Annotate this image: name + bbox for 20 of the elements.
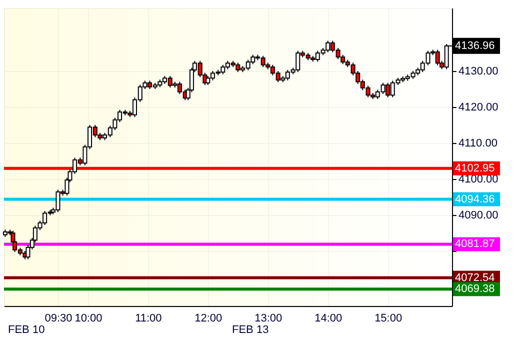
ref-line-label: 4081.87 [455,238,495,250]
ref-line-label: 4094.36 [455,193,495,206]
x-tick-label: 12:00 [194,312,222,324]
text: FEB 10 [8,324,45,336]
y-tick-label: 4090.00 [458,209,498,222]
x-tick-label: 11:00 [135,312,162,324]
text: FEB 13 [232,324,269,336]
x-tick-label: 10:00 [74,312,102,324]
y-tick-label: 4100.00 [458,173,498,186]
ref-line-label: 4069.38 [455,283,495,296]
x-tick-label: 14:00 [314,312,342,324]
ref-line-label: 4102.95 [455,162,495,174]
x-tick-label: 15:00 [374,312,402,324]
y-tick-label: 4130.00 [458,65,498,78]
y-tick-label: 4120.00 [458,101,498,114]
ref-line-label: 4072.54 [455,272,495,284]
x-tick-label: 13:00 [254,312,282,324]
y-tick-label: 4110.00 [458,137,498,150]
annotation: 4136.96 [455,40,495,52]
x-tick-label: 09:30 [44,312,72,324]
